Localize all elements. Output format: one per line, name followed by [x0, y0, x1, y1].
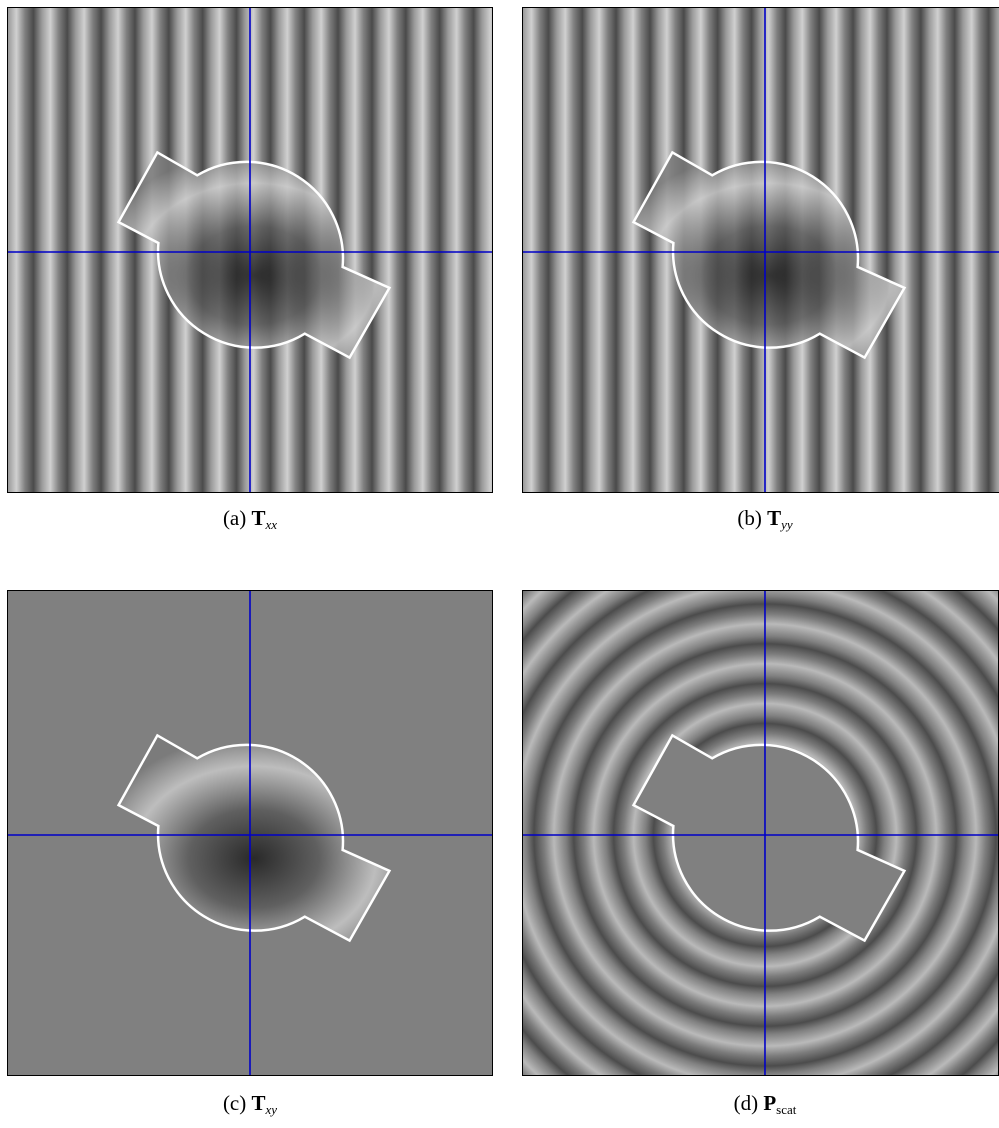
caption-subscript: scat: [776, 1102, 796, 1117]
caption-label: (c): [223, 1091, 246, 1115]
field-image: [7, 7, 493, 493]
caption-label: (b): [737, 506, 762, 530]
caption-subscript: xy: [266, 1102, 278, 1117]
field-image: [7, 590, 493, 1076]
caption-symbol: P: [763, 1091, 776, 1115]
caption-label: (a): [223, 506, 246, 530]
caption-subscript: xx: [266, 517, 278, 532]
caption: (c) Txy: [7, 1091, 493, 1118]
caption-symbol: T: [252, 1091, 266, 1115]
caption-subscript: yy: [781, 517, 793, 532]
caption-label: (d): [734, 1091, 759, 1115]
page: {"figure": {"panels": [ {"label": "(a)",…: [0, 0, 999, 1128]
caption: (a) Txx: [7, 506, 493, 533]
field-image: [522, 7, 999, 493]
field-image: [522, 590, 999, 1076]
caption: (b) Tyy: [522, 506, 999, 533]
caption: (d) Pscat: [522, 1091, 999, 1118]
caption-symbol: T: [767, 506, 781, 530]
caption-symbol: T: [252, 506, 266, 530]
